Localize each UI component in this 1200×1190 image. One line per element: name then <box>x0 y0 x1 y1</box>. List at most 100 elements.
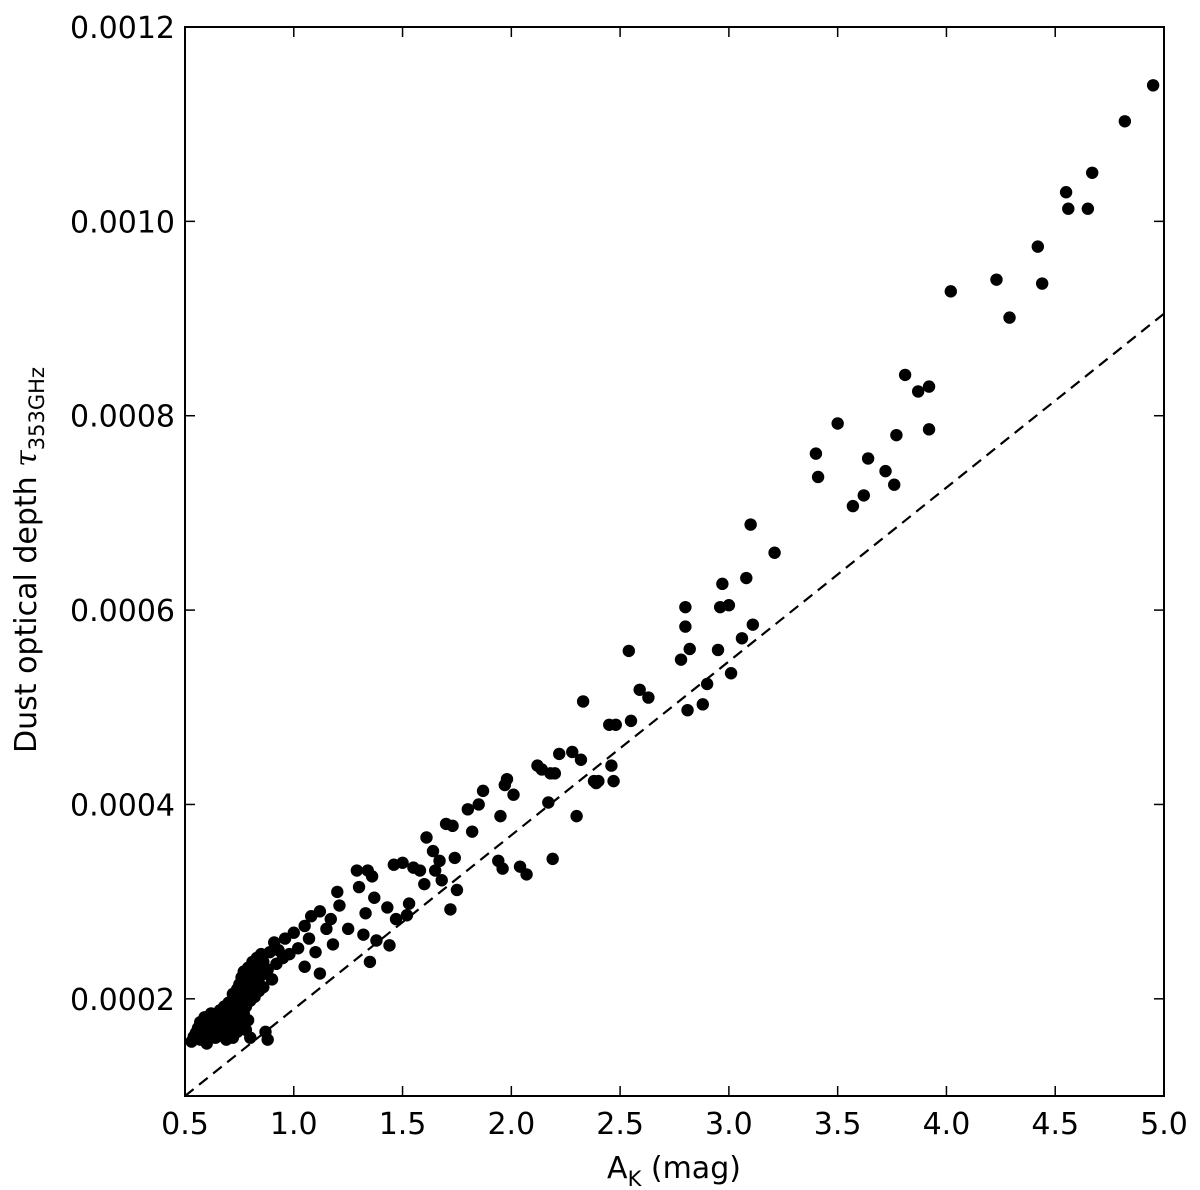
data-point <box>320 922 333 936</box>
data-point <box>472 798 485 811</box>
data-point <box>341 922 355 936</box>
data-point <box>370 934 383 947</box>
data-point <box>1062 202 1075 215</box>
data-point <box>744 518 757 531</box>
data-point <box>363 955 377 969</box>
data-point <box>261 1033 274 1046</box>
data-point <box>633 683 646 696</box>
data-point <box>324 912 337 926</box>
data-point <box>546 852 559 866</box>
data-point <box>768 546 781 559</box>
axis-ticks: 0.5 1.0 1.5 2.0 2.5 3.0 3.5 4.0 4.5 5.0 0.0002 0.00… <box>70 11 1188 1142</box>
data-point <box>368 891 381 904</box>
data-point <box>1146 79 1160 92</box>
fit-line-layer <box>184 312 1165 1097</box>
data-point <box>278 932 292 945</box>
data-point <box>735 632 749 645</box>
data-point <box>724 667 738 680</box>
data-points <box>185 79 1160 1050</box>
data-point <box>359 907 372 920</box>
data-point <box>711 643 725 657</box>
data-point <box>446 819 459 833</box>
data-point <box>1118 115 1132 128</box>
y-axis-label: Dust optical depth τ353GHz <box>9 367 49 753</box>
data-point <box>418 877 431 891</box>
data-point <box>450 883 464 897</box>
data-point <box>507 788 520 801</box>
data-point <box>520 868 533 881</box>
data-point <box>592 774 605 788</box>
data-point <box>261 963 274 976</box>
data-point <box>683 642 696 656</box>
y-tick-label: 0.0002 <box>70 983 175 1018</box>
data-point <box>898 368 912 382</box>
data-point <box>1031 240 1045 253</box>
data-point <box>257 980 270 994</box>
data-point <box>350 864 364 877</box>
data-point <box>679 620 692 633</box>
data-point <box>1003 311 1016 324</box>
data-point <box>888 478 901 491</box>
data-point <box>746 618 760 631</box>
data-point <box>448 851 461 865</box>
x-tick-label: 3.5 <box>814 1107 862 1142</box>
data-point <box>722 599 736 612</box>
x-tick-label: 1.5 <box>379 1107 427 1142</box>
data-point <box>607 774 620 788</box>
data-point <box>700 677 714 691</box>
data-point <box>426 844 440 858</box>
data-point <box>381 901 394 914</box>
data-point <box>716 577 729 591</box>
data-point <box>265 973 279 986</box>
data-point <box>1035 277 1049 290</box>
data-point <box>696 698 709 711</box>
x-tick-label: 0.5 <box>161 1107 209 1142</box>
data-point <box>389 912 403 926</box>
data-point <box>548 767 562 780</box>
x-axis-label: AK (mag) <box>607 1151 741 1190</box>
data-point <box>679 600 692 614</box>
data-point <box>413 864 427 877</box>
data-point <box>433 854 446 868</box>
data-point <box>326 938 340 951</box>
data-point <box>576 695 590 708</box>
x-tick-label: 4.5 <box>1031 1107 1079 1142</box>
data-point <box>846 499 860 513</box>
data-point <box>500 772 514 786</box>
data-point <box>861 452 875 465</box>
fit-line <box>184 312 1165 1097</box>
data-point <box>400 909 414 922</box>
data-point <box>313 967 327 980</box>
data-point <box>681 703 694 717</box>
x-tick-label: 5.0 <box>1140 1107 1188 1142</box>
data-point <box>352 880 366 894</box>
data-point <box>365 870 379 883</box>
data-point <box>811 470 825 484</box>
y-tick-label: 0.0006 <box>70 594 175 629</box>
data-point <box>879 464 892 478</box>
data-point <box>566 745 579 759</box>
x-tick-label: 1.0 <box>270 1107 318 1142</box>
x-tick-label: 2.0 <box>487 1107 535 1142</box>
data-point <box>444 903 457 916</box>
data-point <box>1081 202 1095 215</box>
data-point <box>542 796 555 809</box>
data-point <box>420 831 433 844</box>
data-point <box>911 385 925 398</box>
data-point <box>283 947 296 961</box>
data-point <box>396 856 409 869</box>
data-point <box>476 784 490 798</box>
data-point <box>309 945 322 959</box>
x-tick-label: 2.5 <box>596 1107 644 1142</box>
data-point <box>241 1013 255 1027</box>
data-point <box>244 1031 257 1044</box>
data-point <box>890 428 903 442</box>
data-point <box>435 874 448 887</box>
data-point <box>461 803 475 816</box>
data-point <box>922 380 936 393</box>
data-point <box>291 942 305 955</box>
data-point <box>624 714 638 728</box>
data-point <box>1059 186 1073 199</box>
data-point <box>402 897 416 910</box>
